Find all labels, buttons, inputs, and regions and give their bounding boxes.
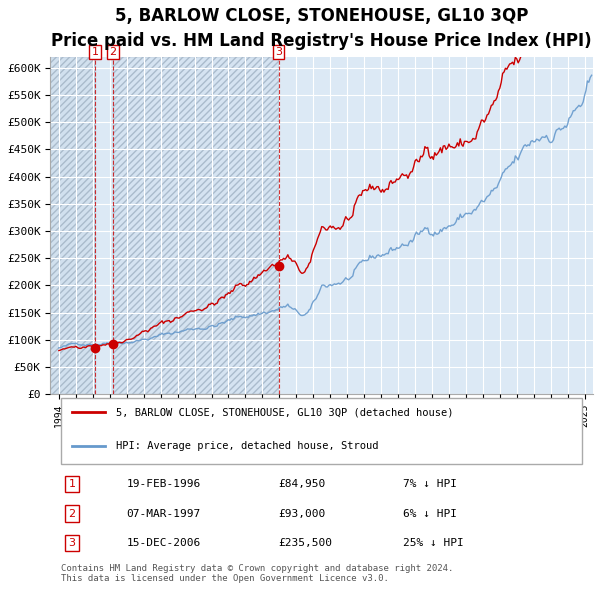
- Text: £84,950: £84,950: [278, 479, 326, 489]
- Text: 1: 1: [92, 47, 98, 57]
- Text: 2: 2: [109, 47, 116, 57]
- Text: 15-DEC-2006: 15-DEC-2006: [127, 538, 200, 548]
- Text: 7% ↓ HPI: 7% ↓ HPI: [403, 479, 457, 489]
- Text: £235,500: £235,500: [278, 538, 332, 548]
- Text: 5, BARLOW CLOSE, STONEHOUSE, GL10 3QP (detached house): 5, BARLOW CLOSE, STONEHOUSE, GL10 3QP (d…: [116, 408, 453, 418]
- Bar: [113, 57, 278, 394]
- Text: 1: 1: [68, 479, 76, 489]
- FancyBboxPatch shape: [61, 398, 582, 464]
- Text: 19-FEB-1996: 19-FEB-1996: [127, 479, 200, 489]
- Text: Contains HM Land Registry data © Crown copyright and database right 2024.
This d: Contains HM Land Registry data © Crown c…: [61, 564, 454, 584]
- Text: 3: 3: [68, 538, 76, 548]
- Text: 6% ↓ HPI: 6% ↓ HPI: [403, 509, 457, 519]
- Text: HPI: Average price, detached house, Stroud: HPI: Average price, detached house, Stro…: [116, 441, 378, 451]
- Text: 3: 3: [275, 47, 282, 57]
- Text: 2: 2: [68, 509, 76, 519]
- Text: 25% ↓ HPI: 25% ↓ HPI: [403, 538, 464, 548]
- Text: 07-MAR-1997: 07-MAR-1997: [127, 509, 200, 519]
- Text: £93,000: £93,000: [278, 509, 326, 519]
- Title: 5, BARLOW CLOSE, STONEHOUSE, GL10 3QP
Price paid vs. HM Land Registry's House Pr: 5, BARLOW CLOSE, STONEHOUSE, GL10 3QP Pr…: [52, 7, 592, 50]
- Bar: [50, 57, 95, 394]
